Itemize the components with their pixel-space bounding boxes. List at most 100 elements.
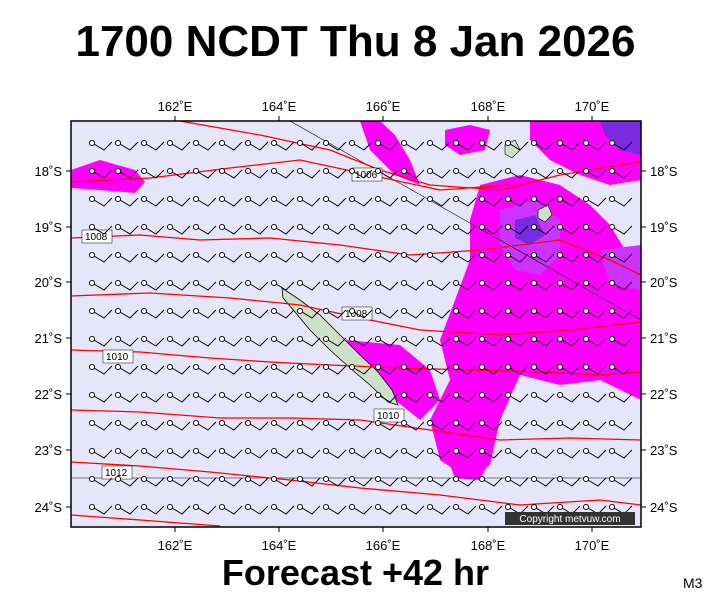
wind-barb: [192, 503, 217, 515]
wind-barb: [296, 503, 321, 515]
wind-barb: [192, 335, 217, 347]
wind-barb: [530, 195, 555, 207]
wind-barb: [322, 363, 347, 375]
wind-barb: [582, 335, 607, 347]
wind-barb: [556, 139, 581, 151]
wind-barb: [114, 167, 139, 179]
wind-barb: [322, 195, 347, 207]
wind-barb: [218, 251, 243, 263]
wind-barb: [218, 139, 243, 151]
wind-barb: [452, 195, 477, 207]
wind-barb: [192, 167, 217, 179]
wind-barb: [400, 419, 425, 431]
wind-barb: [166, 195, 191, 207]
lat-label-left: 24˚S: [35, 500, 63, 515]
wind-barb: [140, 195, 165, 207]
wind-barb: [166, 335, 191, 347]
wind-barb: [478, 223, 503, 235]
wind-barb: [608, 251, 633, 263]
wind-barb: [348, 447, 373, 459]
wind-barb: [426, 447, 451, 459]
wind-barb: [322, 503, 347, 515]
lon-label-top: 170˚E: [575, 99, 610, 114]
wind-barb: [244, 167, 269, 179]
wind-barb: [608, 335, 633, 347]
wind-barb: [88, 223, 113, 235]
wind-barb: [504, 363, 529, 375]
wind-barb: [530, 447, 555, 459]
wind-barb: [88, 391, 113, 403]
wind-barb: [218, 391, 243, 403]
wind-barb: [218, 195, 243, 207]
wind-barb: [374, 279, 399, 291]
lon-label-top: 164˚E: [262, 99, 297, 114]
wind-barb: [348, 139, 373, 151]
rain-area-heavy: [600, 121, 641, 155]
wind-barb: [140, 503, 165, 515]
wind-barb: [166, 167, 191, 179]
wind-barb: [166, 251, 191, 263]
wind-barb: [400, 475, 425, 487]
wind-barb: [374, 139, 399, 151]
lon-label-bottom: 162˚E: [158, 538, 193, 553]
wind-barb: [140, 139, 165, 151]
wind-barb: [530, 391, 555, 403]
rain-area: [445, 125, 490, 155]
wind-barb: [166, 279, 191, 291]
wind-barb: [608, 167, 633, 179]
wind-barb: [296, 251, 321, 263]
wind-barb: [244, 447, 269, 459]
wind-barb: [426, 475, 451, 487]
wind-barb: [504, 251, 529, 263]
wind-barb: [218, 307, 243, 319]
wind-barb: [88, 195, 113, 207]
wind-barb: [322, 391, 347, 403]
wind-barb: [400, 391, 425, 403]
wind-barb: [270, 167, 295, 179]
wind-barb: [608, 195, 633, 207]
wind-barb: [140, 279, 165, 291]
lon-label-bottom: 170˚E: [575, 538, 610, 553]
wind-barb: [426, 195, 451, 207]
wind-barb: [88, 475, 113, 487]
wind-barb: [140, 167, 165, 179]
lat-label-left: 20˚S: [35, 275, 63, 290]
lat-label-right: 24˚S: [650, 500, 678, 515]
wind-barb: [296, 279, 321, 291]
wind-barb: [166, 447, 191, 459]
wind-barb: [296, 167, 321, 179]
wind-barb: [426, 503, 451, 515]
wind-barb: [192, 391, 217, 403]
wind-barb: [166, 363, 191, 375]
wind-barb: [374, 419, 399, 431]
wind-barb: [582, 447, 607, 459]
lon-label-top: 166˚E: [366, 99, 401, 114]
wind-barb: [322, 139, 347, 151]
wind-barb: [452, 335, 477, 347]
wind-barb: [348, 307, 373, 319]
wind-barb: [530, 475, 555, 487]
wind-barb: [88, 419, 113, 431]
lon-label-bottom: 166˚E: [366, 538, 401, 553]
wind-barb: [348, 335, 373, 347]
wind-barb: [192, 419, 217, 431]
lat-label-right: 20˚S: [650, 275, 678, 290]
wind-barb: [322, 335, 347, 347]
wind-barb: [400, 363, 425, 375]
wind-barb: [296, 195, 321, 207]
wind-barb: [504, 167, 529, 179]
wind-barb: [166, 475, 191, 487]
isobar-line: [70, 234, 642, 276]
map-code: M3: [683, 575, 703, 591]
wind-barb: [114, 475, 139, 487]
wind-barb: [478, 363, 503, 375]
wind-barb: [140, 251, 165, 263]
wind-barb: [218, 475, 243, 487]
wind-barb: [166, 223, 191, 235]
wind-barb: [556, 419, 581, 431]
wind-barb: [322, 251, 347, 263]
lon-label-bottom: 164˚E: [262, 538, 297, 553]
wind-barb: [270, 503, 295, 515]
isobar-line: [70, 461, 642, 506]
wind-barb: [478, 335, 503, 347]
